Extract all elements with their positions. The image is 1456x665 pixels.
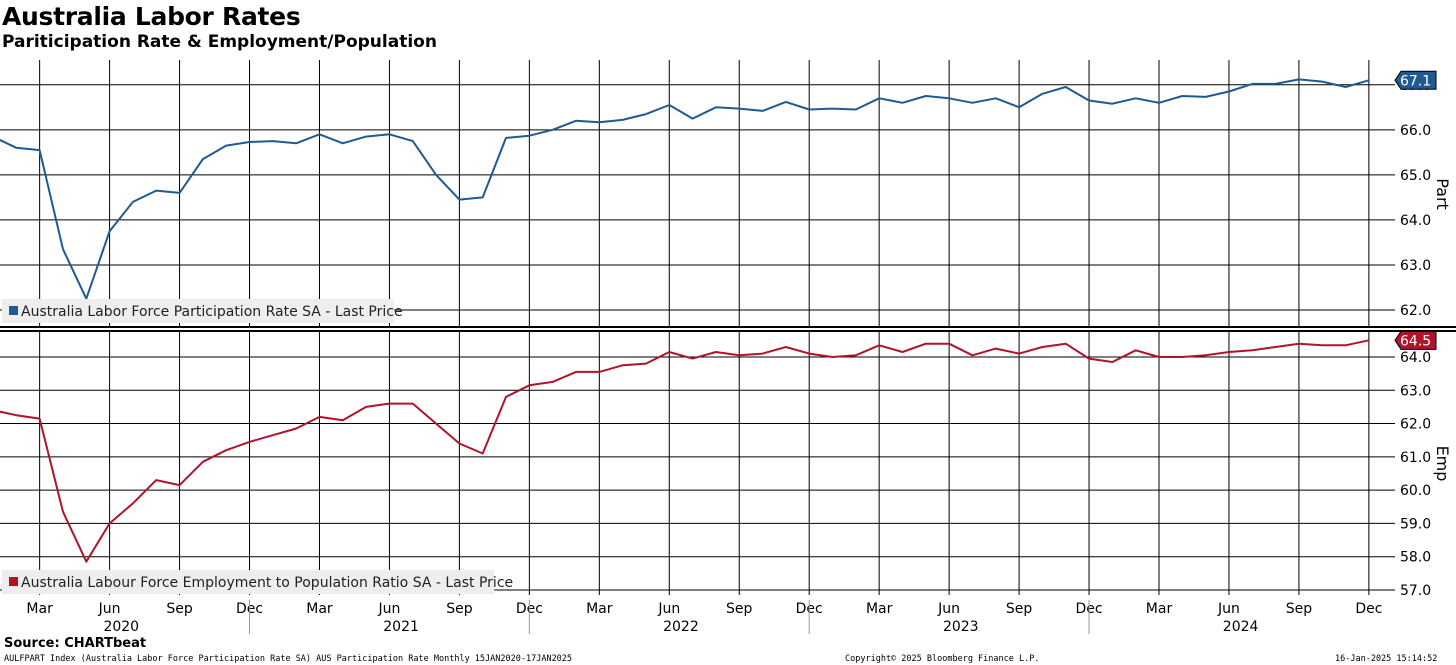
y-tick-label-bottom: 57.0 (1400, 583, 1431, 599)
y-tick-label-bottom: 59.0 (1400, 516, 1431, 532)
x-tick-label-month: Mar (586, 601, 613, 617)
x-tick-label-month: Mar (866, 601, 893, 617)
x-tick-label-month: Mar (306, 601, 333, 617)
last-value-flag-top (1394, 70, 1437, 90)
legend-swatch-bottom (9, 577, 18, 586)
y-tick-label-bottom: 60.0 (1400, 483, 1431, 499)
chart-title: Australia Labor Rates (2, 2, 301, 31)
x-tick-label-month: Sep (446, 601, 473, 617)
x-tick-label-month: Mar (1146, 601, 1173, 617)
y-tick-label-bottom: 58.0 (1400, 550, 1431, 566)
x-tick-label-month: Mar (26, 601, 53, 617)
footer-index-info: AULFPART Index (Australia Labor Force Pa… (4, 654, 573, 664)
y-tick-label-top: 64.0 (1400, 213, 1431, 229)
series-line-bottom (0, 339, 1370, 563)
x-tick-label-month: Sep (726, 601, 753, 617)
y-tick-label-bottom: 62.0 (1400, 417, 1431, 433)
series-line-top (0, 78, 1370, 300)
y-tick-label-bottom: 61.0 (1400, 450, 1431, 466)
x-tick-label-year: 2023 (943, 619, 979, 635)
last-value-label-bottom: 64.5 (1400, 333, 1431, 349)
y-tick-label-top: 66.0 (1400, 123, 1431, 139)
y-tick-label-bottom: 64.0 (1400, 350, 1431, 366)
x-tick-label-month: Jun (657, 601, 680, 617)
last-value-flag-bottom (1394, 330, 1437, 350)
x-tick-label-year: 2020 (103, 619, 139, 635)
x-tick-label-month: Sep (166, 601, 193, 617)
axis-title-top: Part (1433, 178, 1452, 210)
footer-copyright: Copyright© 2025 Bloomberg Finance L.P. (845, 654, 1040, 664)
x-tick-label-month: Jun (1217, 601, 1240, 617)
legend-label-top: Australia Labor Force Participation Rate… (21, 304, 403, 320)
x-tick-label-month: Sep (1286, 601, 1313, 617)
x-tick-label-year: 2022 (663, 619, 699, 635)
source-note: Source: CHARTbeat (4, 636, 147, 651)
x-tick-label-month: Jun (98, 601, 121, 617)
legend-box-bottom (2, 570, 494, 594)
footer-timestamp: 16-Jan-2025 15:14:52 (1335, 654, 1438, 664)
x-tick-label-month: Jun (937, 601, 960, 617)
last-value-label-top: 67.1 (1400, 73, 1431, 89)
x-tick-label-month: Dec (1355, 601, 1382, 617)
y-tick-label-top: 62.0 (1400, 303, 1431, 319)
x-tick-label-month: Jun (378, 601, 401, 617)
axis-title-bottom: Emp (1433, 446, 1452, 482)
y-tick-label-bottom: 63.0 (1400, 383, 1431, 399)
y-tick-label-top: 63.0 (1400, 258, 1431, 274)
x-tick-label-year: 2024 (1223, 619, 1259, 635)
legend-box-top (2, 299, 394, 323)
legend-swatch-top (9, 306, 18, 315)
legend-label-bottom: Australia Labour Force Employment to Pop… (21, 575, 513, 591)
chart-subtitle: Pariticipation Rate & Employment/Populat… (2, 32, 437, 52)
y-tick-label-top: 65.0 (1400, 168, 1431, 184)
x-tick-label-month: Sep (1006, 601, 1033, 617)
x-tick-label-year: 2021 (383, 619, 419, 635)
